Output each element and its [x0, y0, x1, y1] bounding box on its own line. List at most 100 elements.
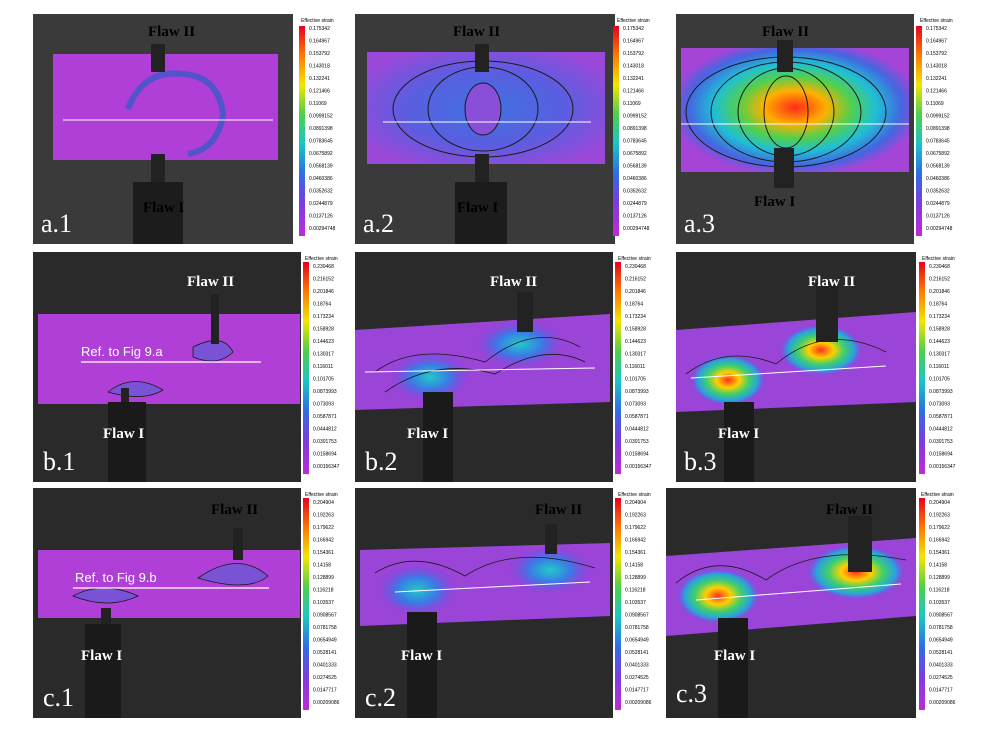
- legend-value: 0.0244879: [309, 201, 333, 207]
- legend-title: Effective strain: [305, 492, 338, 498]
- legend-value: 0.14158: [625, 563, 643, 569]
- legend-title: Effective strain: [920, 18, 953, 24]
- reference-label: Ref. to Fig 9.a: [81, 344, 163, 359]
- legend-value: 0.144623: [625, 339, 646, 345]
- flaw-notch-top: [475, 44, 489, 72]
- flaw-top-label: Flaw II: [490, 274, 537, 290]
- legend-value: 0.0158694: [313, 452, 337, 458]
- legend-title: Effective strain: [921, 492, 954, 498]
- reference-line: [364, 367, 596, 373]
- legend-value: 0.0528141: [929, 650, 953, 656]
- legend-value: 0.0401333: [625, 663, 649, 669]
- legend-value: 0.230468: [313, 264, 334, 270]
- legend-values: 0.230468 0.216152 0.201846 0.18764 0.173234 0…: [625, 264, 652, 470]
- panel-b1: Ref. to Fig 9.a Flaw II Flaw I b.1 Effec…: [33, 252, 353, 482]
- legend-value: 0.0444812: [313, 427, 337, 433]
- strain-contour: [125, 70, 227, 157]
- panel-a1: Flaw II Flaw I a.1 Effective strain 0.17…: [33, 14, 353, 244]
- legend-value: 0.0568139: [926, 164, 950, 170]
- legend-value: 0.0352632: [623, 189, 647, 195]
- legend-value: 0.179622: [929, 525, 950, 531]
- legend-value: 0.0147717: [313, 688, 337, 694]
- legend-value: 0.0654949: [313, 638, 337, 644]
- legend-value: 0.00294748: [926, 226, 953, 232]
- legend-value: 0.0147717: [625, 688, 649, 694]
- legend-color-bar: [299, 26, 305, 236]
- legend-color-bar: [919, 498, 925, 710]
- legend-values: 0.204904 0.192263 0.179622 0.166942 0.154361…: [313, 500, 340, 706]
- legend-value: 0.0781758: [625, 625, 649, 631]
- legend-value: 0.175342: [926, 26, 947, 32]
- legend-value: 0.153792: [309, 51, 330, 57]
- strain-contour: [374, 556, 596, 577]
- legend-value: 0.0158694: [929, 452, 953, 458]
- legend-value: 0.0528141: [625, 650, 649, 656]
- flaw-notch-top: [777, 40, 793, 72]
- flaw-bottom-label: Flaw I: [401, 648, 442, 664]
- legend-title: Effective strain: [618, 256, 651, 262]
- legend-value: 0.14158: [929, 563, 947, 569]
- legend-value: 0.0891398: [926, 126, 950, 132]
- legend-value: 0.103537: [313, 600, 334, 606]
- legend-value: 0.0244879: [926, 201, 950, 207]
- legend-value: 0.101705: [929, 377, 950, 383]
- legend-color-bar: [919, 262, 925, 474]
- legend-value: 0.00156347: [313, 464, 340, 470]
- specimen: [681, 48, 909, 172]
- legend-value: 0.158928: [929, 327, 950, 333]
- strain-hotspot: [377, 564, 457, 616]
- legend-value: 0.0568139: [623, 164, 647, 170]
- legend-color-bar: [615, 262, 621, 474]
- flaw-top-label: Flaw II: [762, 24, 809, 40]
- legend-value: 0.0137126: [309, 214, 333, 220]
- legend-value: 0.0781758: [313, 625, 337, 631]
- legend-value: 0.173234: [625, 314, 646, 320]
- legend-values: 0.230468 0.216152 0.201846 0.18764 0.173234 0…: [929, 264, 956, 470]
- flaw-notch-top: [233, 528, 243, 560]
- panel-c2: Flaw II Flaw I c.2 Effective strain 0.20…: [355, 488, 675, 718]
- legend-value: 0.192263: [929, 513, 950, 519]
- legend-values: 0.204904 0.192263 0.179622 0.166942 0.154361…: [625, 500, 652, 706]
- specimen: [38, 550, 300, 618]
- strain-hotspot: [508, 546, 592, 594]
- legend-title: Effective strain: [617, 18, 650, 24]
- legend-value: 0.0908567: [625, 613, 649, 619]
- legend-value: 0.153792: [926, 51, 947, 57]
- strain-hotspot: [676, 568, 760, 624]
- legend-value: 0.153792: [623, 51, 644, 57]
- legend-value: 0.166942: [929, 538, 950, 544]
- flaw-notch-top: [517, 292, 533, 332]
- flaw-bottom-label: Flaw I: [407, 426, 448, 442]
- legend-value: 0.216152: [929, 277, 950, 283]
- legend-value: 0.0158694: [625, 452, 649, 458]
- reference-line: [695, 583, 902, 601]
- legend-value: 0.0274525: [929, 675, 953, 681]
- legend-value: 0.128899: [625, 575, 646, 581]
- legend-color-bar: [615, 498, 621, 710]
- legend-value: 0.11069: [309, 101, 327, 107]
- flaw-top-label: Flaw II: [148, 24, 195, 40]
- panel-label: a.2: [363, 209, 394, 238]
- specimen: [38, 314, 300, 404]
- strain-hotspot: [475, 320, 565, 368]
- panel-label: b.2: [365, 447, 398, 476]
- legend-value: 0.154361: [625, 550, 646, 556]
- legend-value: 0.121466: [926, 89, 947, 95]
- legend-value: 0.128899: [929, 575, 950, 581]
- legend-value: 0.0444812: [929, 427, 953, 433]
- legend-value: 0.116218: [929, 588, 950, 594]
- legend-value: 0.164967: [623, 39, 644, 45]
- legend-value: 0.132241: [926, 76, 947, 82]
- legend-value: 0.158928: [313, 327, 334, 333]
- grip-bottom: [455, 182, 507, 244]
- legend-value: 0.116011: [313, 364, 333, 370]
- panel-a2: Flaw II Flaw I a.2 Effective strain 0.17…: [355, 14, 675, 244]
- legend-value: 0.11069: [623, 101, 641, 107]
- legend-value: 0.0908567: [313, 613, 337, 619]
- legend-value: 0.0783645: [623, 139, 647, 145]
- legend-value: 0.0460386: [926, 176, 950, 182]
- legend-value: 0.0528141: [313, 650, 337, 656]
- panel-c1: Ref. to Fig 9.b Flaw II Flaw I c.1 Effec…: [33, 488, 353, 718]
- panel-label: b.3: [684, 447, 717, 476]
- legend-value: 0.0873993: [313, 389, 337, 395]
